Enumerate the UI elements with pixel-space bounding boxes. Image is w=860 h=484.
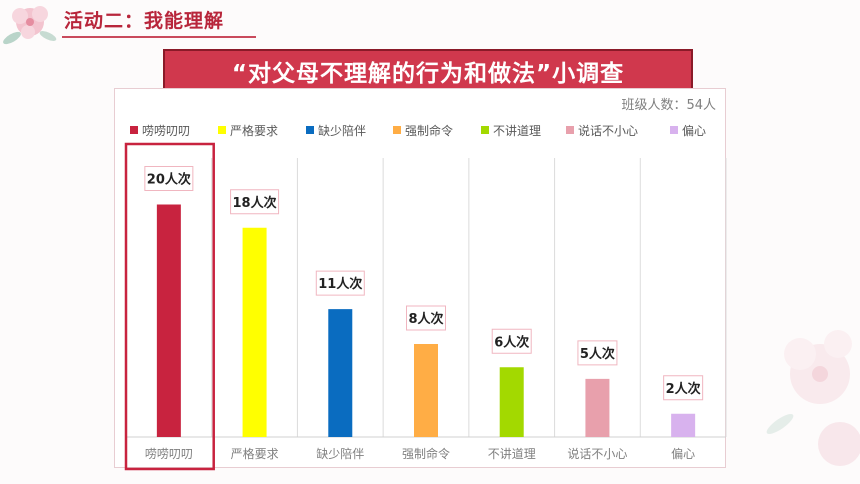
survey-title-banner: “对父母不理解的行为和做法”小调查 [163, 49, 693, 93]
x-tick-label: 说话不小心 [567, 446, 627, 461]
data-label-box [663, 375, 704, 401]
legend-swatch [566, 126, 574, 134]
data-label-box [577, 340, 618, 366]
data-label-box [230, 189, 280, 215]
legend-label: 说话不小心 [578, 123, 638, 138]
data-label: 5人次 [580, 346, 615, 362]
legend-label: 严格要求 [230, 123, 278, 138]
x-tick-label: 偏心 [671, 446, 695, 461]
legend-swatch [670, 126, 678, 134]
class-size-note: 班级人数：54人 [621, 98, 716, 113]
highlight-box [124, 142, 215, 471]
data-label-box [406, 305, 446, 331]
legend-swatch [218, 126, 226, 134]
legend-swatch [306, 126, 314, 134]
bar [499, 367, 524, 437]
x-tick-label: 缺少陪伴 [316, 446, 364, 461]
bar [156, 204, 181, 437]
data-label: 2人次 [666, 381, 701, 397]
legend-label: 不讲道理 [493, 123, 541, 138]
data-label-box [315, 270, 365, 296]
legend-label: 唠唠叨叨 [142, 124, 190, 138]
data-label-box [491, 328, 532, 354]
flower-decoration-icon [766, 330, 860, 466]
bar [671, 413, 696, 437]
data-label: 20人次 [147, 172, 191, 188]
legend-swatch [393, 126, 401, 134]
data-label: 6人次 [494, 334, 529, 350]
x-tick-label: 不讲道理 [488, 446, 536, 461]
bar [242, 227, 267, 437]
data-label: 11人次 [318, 276, 362, 292]
legend-label: 偏心 [682, 123, 706, 138]
legend-swatch [481, 126, 489, 134]
data-label: 8人次 [408, 311, 443, 327]
x-tick-label: 唠唠叨叨 [145, 447, 193, 461]
legend-label: 强制命令 [405, 123, 453, 138]
x-tick-label: 严格要求 [231, 446, 279, 461]
bar [585, 378, 610, 437]
legend-label: 缺少陪伴 [318, 123, 366, 138]
data-label-box [144, 166, 194, 191]
x-tick-label: 强制命令 [402, 446, 450, 461]
data-label: 18人次 [233, 195, 277, 211]
section-title: 活动二：我能理解 [64, 10, 225, 32]
title-underline [62, 36, 256, 38]
flower-decoration-icon [3, 6, 57, 45]
bar [328, 309, 353, 437]
legend-swatch [130, 126, 138, 134]
bar [414, 344, 438, 437]
